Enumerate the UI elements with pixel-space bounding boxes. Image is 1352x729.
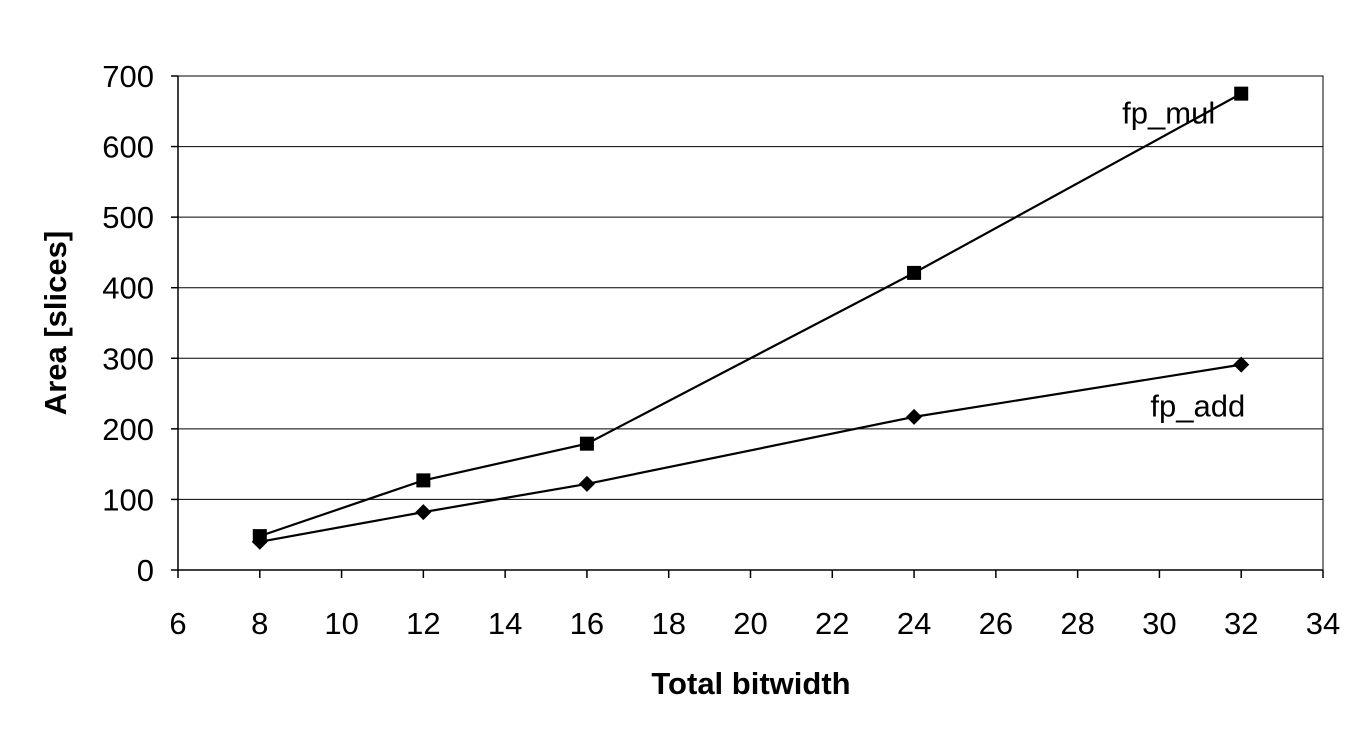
x-axis-title: Total bitwidth [651, 666, 850, 701]
fp_mul-point [907, 265, 922, 280]
x-tick-label: 10 [324, 606, 358, 641]
series [251, 86, 1250, 550]
y-tick-label: 100 [102, 482, 154, 517]
x-tick-label: 16 [570, 606, 604, 641]
plot-frame [177, 75, 1324, 571]
x-tick-label: 26 [979, 606, 1013, 641]
y-tick-label: 500 [102, 200, 154, 235]
x-tick-label: 24 [897, 606, 931, 641]
fp_mul-line [259, 92, 1242, 538]
fp_add-point [578, 475, 595, 492]
axes [171, 75, 1324, 578]
x-tick-label: 32 [1224, 606, 1258, 641]
y-tick-label: 600 [102, 130, 154, 165]
y-tick-label: 200 [102, 412, 154, 447]
gridlines [178, 75, 1323, 571]
y-tick-label: 300 [102, 341, 154, 376]
fp_add-point [251, 533, 268, 550]
x-tick-labels: 6 8 10 12 14 16 18 20 22 24 26 28 30 32 34 [169, 606, 1340, 641]
fp_mul-point [416, 473, 431, 488]
fp_mul-point [1234, 86, 1249, 101]
fp_add-point [906, 408, 923, 425]
fp_mul-label: fp_mul [1122, 96, 1215, 131]
x-tick-label: 22 [815, 606, 849, 641]
x-tick-label: 34 [1306, 606, 1340, 641]
y-tick-label: 400 [102, 271, 154, 306]
y-tick-label: 700 [102, 59, 154, 94]
y-tick-label: 0 [137, 553, 154, 588]
x-tick-label: 14 [488, 606, 522, 641]
x-tick-label: 8 [251, 606, 268, 641]
fp_add-line [259, 363, 1242, 543]
fp_mul-point [579, 436, 594, 451]
series-labels: fp_mul fp_add [1122, 96, 1245, 424]
fp_add-point [415, 504, 432, 521]
x-tick-label: 6 [169, 606, 186, 641]
y-tick-labels: 0 100 200 300 400 500 600 700 [102, 59, 154, 588]
fp_add-point [1233, 356, 1250, 373]
x-tick-label: 30 [1142, 606, 1176, 641]
y-axis-title: Area [slices] [38, 231, 73, 415]
x-tick-label: 28 [1060, 606, 1094, 641]
fp_add-label: fp_add [1150, 389, 1245, 424]
x-tick-label: 12 [406, 606, 440, 641]
x-tick-label: 20 [733, 606, 767, 641]
x-tick-label: 18 [651, 606, 685, 641]
